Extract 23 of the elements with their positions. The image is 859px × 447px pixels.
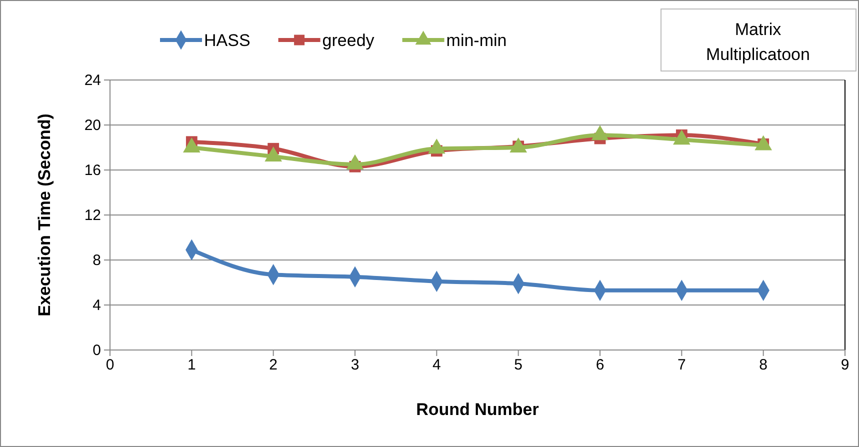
x-tick-label: 5 [514, 356, 523, 374]
x-tick-label: 1 [187, 356, 196, 374]
x-tick-label: 0 [106, 356, 114, 374]
y-tick-label: 12 [84, 206, 101, 224]
y-tick-label: 24 [84, 72, 101, 89]
y-tick-label: 16 [84, 162, 101, 179]
x-tick-label: 2 [269, 356, 278, 374]
y-axis-title: Execution Time (Second) [35, 114, 54, 316]
x-tick-label: 3 [350, 356, 360, 374]
y-tick-label: 20 [84, 116, 101, 134]
x-axis-title: Round Number [416, 400, 540, 419]
y-tick-label: 4 [92, 296, 101, 314]
x-tick-label: 9 [840, 356, 850, 374]
y-tick-label: 0 [92, 342, 101, 359]
legend-label: HASS [204, 31, 250, 50]
legend-label: greedy [322, 31, 375, 50]
x-tick-label: 8 [759, 356, 768, 374]
y-tick-label: 8 [92, 252, 101, 269]
x-tick-label: 4 [432, 356, 441, 374]
x-tick-label: 7 [677, 356, 686, 374]
legend-label: min-min [446, 31, 507, 50]
chart-title: Matrix Multiplicatoon [706, 20, 810, 64]
x-tick-label: 6 [596, 356, 604, 374]
